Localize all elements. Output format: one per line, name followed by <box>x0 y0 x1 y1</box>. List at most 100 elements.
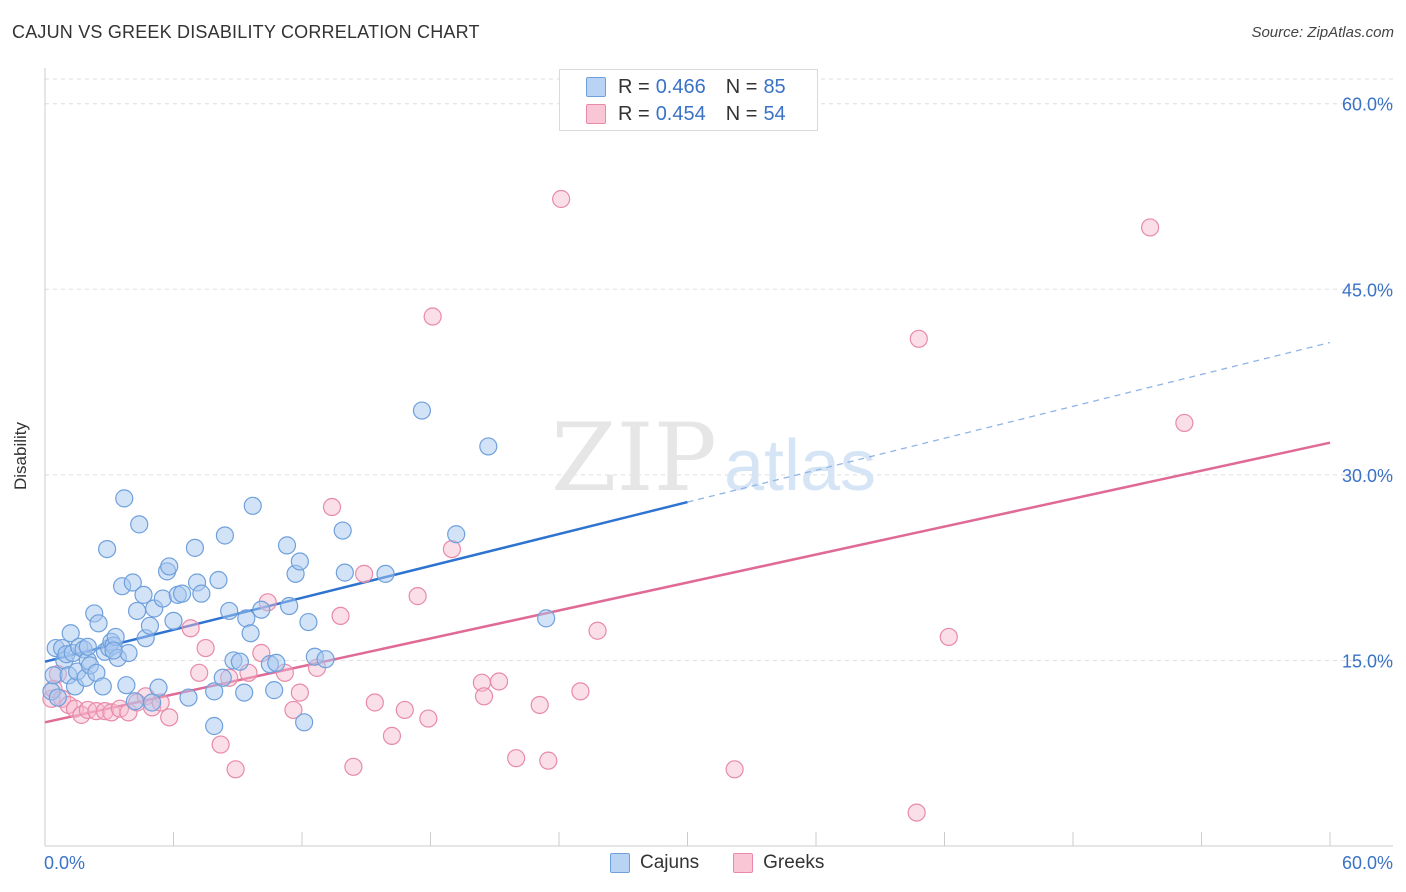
greek-trend-line <box>44 441 1331 724</box>
greek-point <box>395 700 414 720</box>
cajun-point <box>205 682 224 701</box>
greek-point <box>95 702 115 721</box>
axis-labels: 15.0% 30.0% 45.0% 60.0% 0.0% 60.0% <box>44 95 1393 873</box>
legend-row-cajuns: R = 0.466 N = 85 <box>586 75 786 99</box>
legend-greek-swatch <box>586 104 606 124</box>
cajun-point <box>115 489 134 508</box>
greek-point <box>507 749 526 768</box>
greek-point <box>1175 413 1194 433</box>
greek-point <box>365 693 384 712</box>
legend-r-value: 0.454 <box>655 102 706 125</box>
watermark: ZIP atlas <box>551 404 876 513</box>
cajuns-swatch <box>610 853 630 873</box>
cajun-point <box>299 612 318 632</box>
y-tick-label: 15.0% <box>1342 651 1393 671</box>
greek-point <box>408 587 427 606</box>
cajun-trend-extension <box>687 341 1331 503</box>
greek-point <box>907 803 926 822</box>
legend-n-label: N = <box>725 75 758 98</box>
greek-point <box>571 682 590 701</box>
greek-point <box>226 760 245 779</box>
cajun-point <box>241 624 260 643</box>
cajun-points <box>42 401 556 736</box>
cajun-point <box>447 525 466 544</box>
greek-point <box>489 672 509 691</box>
greek-point <box>322 497 342 517</box>
greek-point <box>211 735 230 754</box>
cajun-point <box>333 521 352 540</box>
cajun-point <box>123 573 142 592</box>
cajun-point <box>265 681 284 700</box>
legend-r-value: 0.466 <box>655 75 706 98</box>
cajun-point <box>164 611 183 630</box>
y-tick-label: 30.0% <box>1342 466 1393 486</box>
cajun-point <box>213 668 232 687</box>
source-label: Source: ZipAtlas.com <box>1251 24 1394 41</box>
greek-point <box>423 307 442 326</box>
legend-n-label: N = <box>725 102 758 125</box>
cajun-point <box>537 609 556 628</box>
cajun-point <box>142 693 162 712</box>
cajun-point <box>93 677 112 696</box>
cajun-point <box>117 676 136 695</box>
cajuns-label: Cajuns <box>640 852 700 873</box>
greek-point <box>939 627 958 647</box>
greeks-label: Greeks <box>763 852 825 873</box>
legend-n-value: 85 <box>763 75 786 98</box>
cajun-point <box>127 601 147 621</box>
y-tick-label: 45.0% <box>1342 280 1393 300</box>
greek-point <box>190 663 209 682</box>
greek-point <box>1140 218 1160 237</box>
greek-point <box>290 683 309 702</box>
cajun-point <box>185 538 205 557</box>
greek-point <box>725 760 744 779</box>
greek-point <box>382 726 402 745</box>
cajun-point <box>220 601 239 621</box>
cajun-point <box>104 641 123 660</box>
cajun-point <box>192 584 211 603</box>
cajun-point <box>160 557 179 576</box>
cajun-point <box>134 585 153 604</box>
cajun-point <box>215 526 234 545</box>
y-axis-label: Disability <box>11 421 30 490</box>
greek-point <box>530 695 549 715</box>
legend-r-label: R = <box>618 102 650 125</box>
greek-point <box>181 619 200 638</box>
cajun-point <box>267 653 286 673</box>
legend-r-label: R = <box>618 75 650 98</box>
greek-point <box>344 757 363 776</box>
cajun-point <box>335 563 354 582</box>
cajun-point <box>61 624 80 643</box>
greek-point <box>331 606 350 626</box>
cajun-point <box>179 688 198 707</box>
cajun-point <box>48 688 67 707</box>
cajun-point <box>235 683 254 702</box>
cajun-point <box>290 552 309 571</box>
greek-point <box>419 709 438 728</box>
cajun-point <box>252 600 271 619</box>
legend-cajun-swatch <box>586 77 606 97</box>
cajun-point <box>230 652 249 671</box>
cajun-point <box>89 614 108 633</box>
cajun-point <box>412 401 432 420</box>
cajun-point <box>78 637 97 656</box>
cajun-point <box>280 596 299 616</box>
cajun-point <box>119 643 138 663</box>
cajun-point <box>153 589 172 608</box>
bottom-legend-cajuns: Cajuns <box>610 852 699 874</box>
greek-point <box>552 189 571 209</box>
greek-point <box>160 708 179 727</box>
greek-point <box>909 329 928 348</box>
greek-point <box>355 564 374 583</box>
axis-layer <box>44 68 1393 847</box>
cajun-point <box>130 515 149 534</box>
cajun-point <box>209 570 228 590</box>
x-tick-label-min: 0.0% <box>44 853 85 873</box>
bottom-legend: Cajuns Greeks <box>610 852 858 874</box>
cajun-point <box>98 539 117 559</box>
cajun-point <box>316 650 335 669</box>
legend-row-greeks: R = 0.454 N = 54 <box>586 102 786 126</box>
greek-point <box>284 700 303 720</box>
greeks-swatch <box>733 853 754 873</box>
